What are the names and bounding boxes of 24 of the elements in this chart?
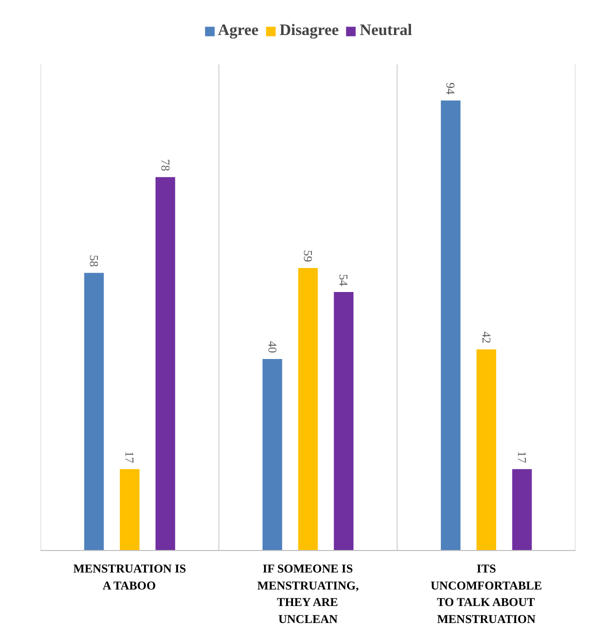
legend-label: Disagree — [279, 22, 339, 40]
data-label: 58 — [87, 254, 101, 267]
data-label: 59 — [301, 250, 315, 262]
bar — [84, 272, 104, 550]
legend-label: Neutral — [360, 22, 412, 40]
bar — [120, 469, 140, 550]
bar — [476, 349, 496, 550]
data-label: 42 — [479, 331, 494, 344]
data-label: 54 — [336, 274, 351, 286]
legend-label: Agree — [218, 22, 258, 40]
bar — [156, 177, 176, 550]
bar — [262, 359, 282, 550]
bar — [440, 100, 460, 550]
data-label: 40 — [265, 341, 280, 354]
data-label: 78 — [158, 159, 172, 172]
x-tick-label: MENSTRUATION IS A TABOO — [73, 562, 186, 592]
bar — [298, 268, 318, 550]
x-tick-label: ITS UNCOMFORTABLE TO TALK ABOUT MENSTRUATION — [430, 562, 542, 626]
bar — [334, 292, 354, 550]
bar — [512, 469, 532, 550]
x-tick-label: IF SOMEONE IS MENSTRUATING, THEY ARE UNCLEAN — [257, 562, 359, 626]
data-label: 94 — [444, 82, 458, 94]
data-label: 17 — [515, 451, 529, 464]
data-label: 17 — [122, 451, 137, 464]
